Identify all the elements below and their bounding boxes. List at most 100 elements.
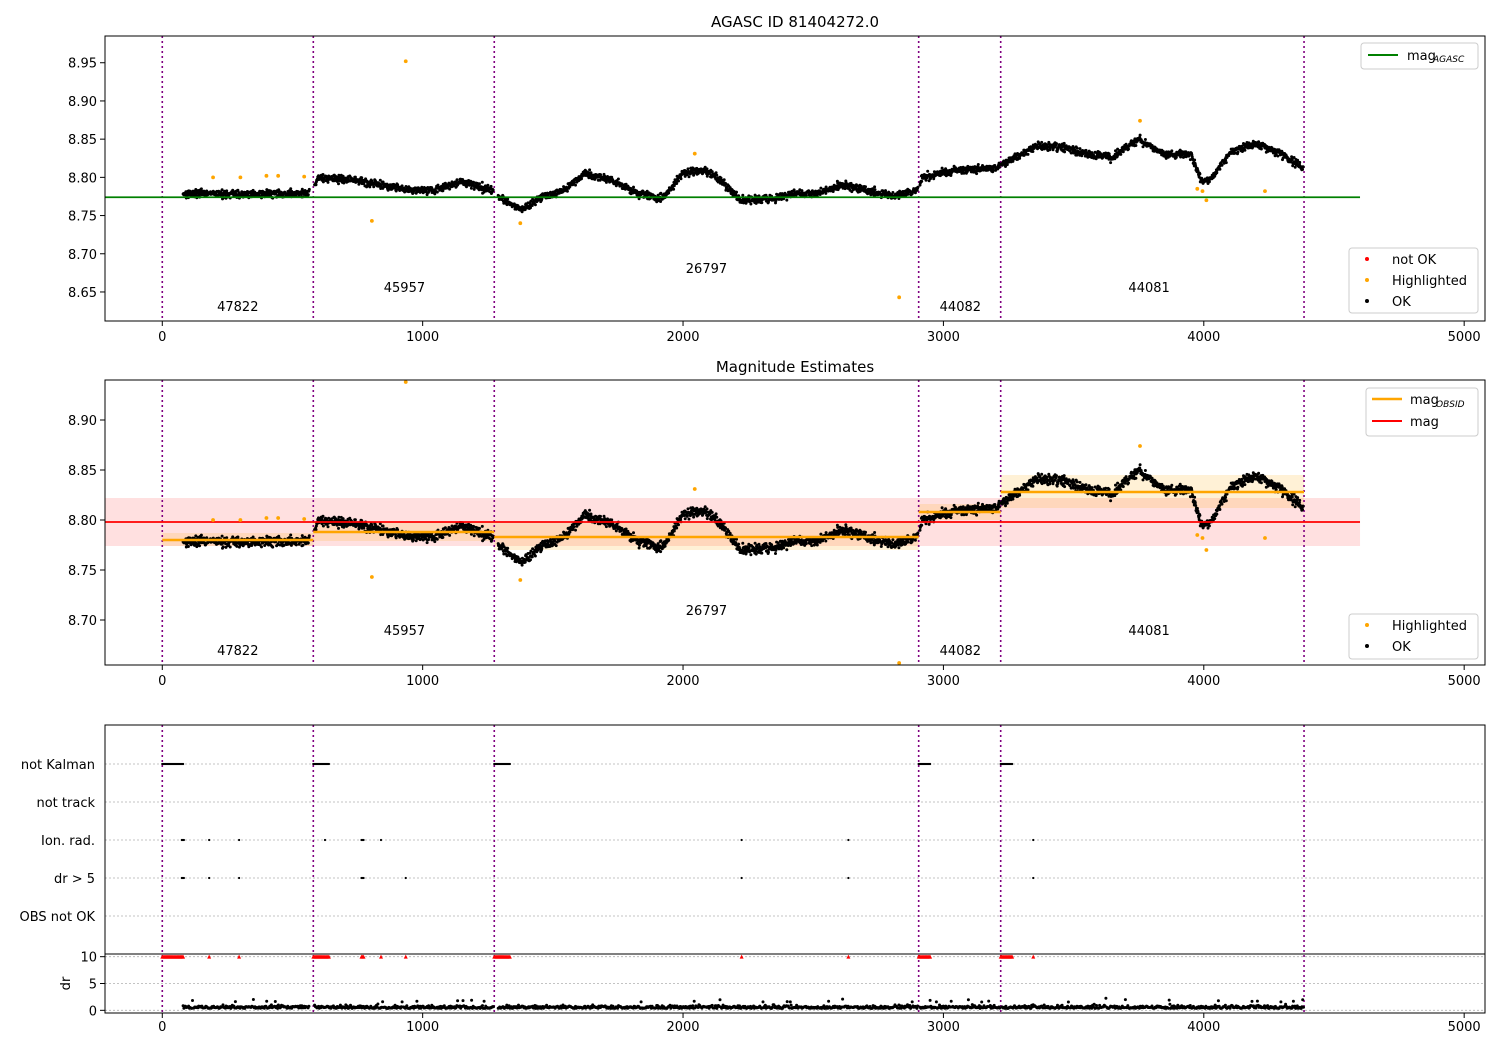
ok-point <box>719 176 723 180</box>
ok-point <box>610 518 614 522</box>
ok-point <box>271 545 275 549</box>
ok-point <box>659 191 663 195</box>
ok-point <box>1138 133 1142 137</box>
ok-point <box>774 201 777 205</box>
ok-point <box>326 180 330 184</box>
ok-point <box>394 536 398 540</box>
ok-point <box>659 550 663 554</box>
ok-point <box>667 538 671 542</box>
ok-point <box>800 189 804 193</box>
ok-point <box>478 182 481 186</box>
ok-point <box>228 545 232 549</box>
ok-point <box>1143 138 1147 141</box>
ok-point <box>588 508 592 512</box>
ok-point <box>321 524 325 528</box>
panel-title: Magnitude Estimates <box>716 358 874 376</box>
ok-point <box>186 545 190 548</box>
ok-point <box>710 510 714 514</box>
x-tick-label: 5000 <box>1448 330 1481 345</box>
ok-point <box>714 171 718 175</box>
ok-point <box>632 185 635 189</box>
ok-point <box>616 177 620 181</box>
highlighted-point <box>1195 186 1200 191</box>
legend-bottom-right: not OK Highlighted OK <box>1348 247 1479 314</box>
ok-point <box>448 533 452 537</box>
ok-point <box>289 533 293 537</box>
ok-point <box>864 185 867 189</box>
ok-point <box>920 179 924 183</box>
obsid-label: 44082 <box>940 300 981 315</box>
ok-point <box>785 198 789 202</box>
ok-point <box>294 543 298 547</box>
highlighted-point <box>1263 189 1267 194</box>
ok-point <box>321 180 325 184</box>
ok-point <box>687 517 691 521</box>
ok-point <box>554 544 558 548</box>
ok-point <box>663 544 667 548</box>
ok-point <box>705 167 709 171</box>
ok-point <box>741 541 745 545</box>
ok-point <box>824 191 828 195</box>
ok-point <box>599 514 602 518</box>
ok-point <box>529 206 532 210</box>
ok-point <box>321 173 325 176</box>
highlighted-point <box>238 175 243 180</box>
highlighted-point <box>264 173 269 178</box>
obsid-label: 44081 <box>1128 281 1169 296</box>
ok-point <box>277 534 281 538</box>
ok-point <box>472 187 476 191</box>
ok-point <box>656 193 660 197</box>
ok-point <box>220 188 224 192</box>
ok-point <box>574 528 577 532</box>
ok-point <box>448 187 452 191</box>
ok-point <box>659 539 663 543</box>
ok-point <box>1193 158 1197 162</box>
ok-point <box>997 165 1001 169</box>
ok-point <box>1119 152 1123 156</box>
ok-point <box>1198 172 1202 176</box>
ok-point <box>804 542 808 545</box>
ok-point <box>360 176 364 180</box>
ok-point <box>572 525 576 529</box>
ok-point <box>506 197 510 201</box>
ok-point <box>891 191 895 194</box>
ok-point <box>381 524 385 528</box>
ok-point <box>1296 158 1300 162</box>
ok-point <box>529 558 532 562</box>
ok-point <box>306 193 310 197</box>
ok-point <box>672 187 676 191</box>
ok-point <box>480 180 484 184</box>
ok-point <box>869 193 873 197</box>
ok-point <box>916 185 920 189</box>
ok-point <box>686 507 690 511</box>
panel-title: AGASC ID 81404272.0 <box>711 13 879 31</box>
ok-point <box>506 546 510 550</box>
highlighted-point <box>1204 198 1209 203</box>
ok-point <box>1243 148 1247 152</box>
ok-point <box>1127 147 1130 151</box>
highlighted-point <box>403 59 408 64</box>
ok-point <box>199 533 203 537</box>
legend-label: OK <box>1392 295 1411 310</box>
x-tick-label: 2000 <box>666 330 699 345</box>
ok-point <box>199 187 203 191</box>
highlighted-point <box>276 173 281 178</box>
ok-point <box>337 173 341 177</box>
ok-point <box>683 517 687 521</box>
ok-point <box>1055 142 1058 146</box>
highlighted-point <box>211 175 215 180</box>
ok-point <box>441 189 445 193</box>
ok-point <box>289 187 293 191</box>
ok-point <box>307 534 311 538</box>
y-tick-label: 8.75 <box>68 210 97 225</box>
legend-subscript: AGASC <box>1432 55 1465 65</box>
ok-point <box>677 179 680 183</box>
ok-points <box>181 133 1305 214</box>
ok-point <box>735 190 738 194</box>
ok-point <box>425 541 429 545</box>
obsid-label: 47822 <box>217 300 258 315</box>
y-tick-label: 8.85 <box>68 133 97 148</box>
ok-point <box>675 182 679 185</box>
ok-point <box>843 187 847 191</box>
